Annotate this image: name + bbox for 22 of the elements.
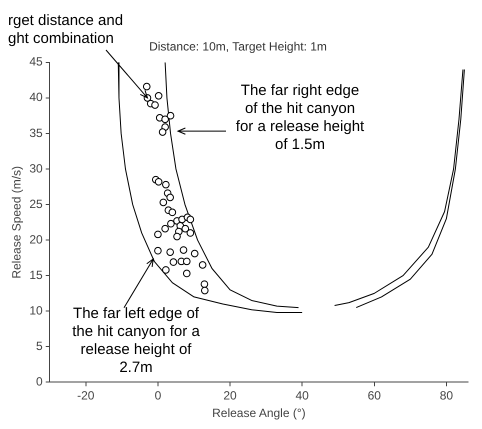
y-tick-label: 35 — [29, 126, 44, 140]
y-tick-label: 30 — [29, 161, 44, 176]
annotation: rget distance and ght combination — [8, 12, 124, 48]
y-tick-label: 20 — [29, 232, 44, 246]
x-tick-label: 0 — [154, 388, 162, 403]
x-axis-title: Release Angle (°) — [212, 406, 306, 420]
y-tick-label: 45 — [29, 54, 44, 69]
annotation: The far left edge of the hit canyon for a release height of 2.7m — [72, 305, 200, 376]
y-tick-label: 0 — [36, 374, 44, 389]
x-tick-label: 60 — [368, 388, 382, 403]
x-tick-label: 80 — [440, 388, 454, 403]
x-tick-label: 20 — [223, 388, 238, 403]
y-tick-label: 5 — [36, 338, 44, 353]
chart-title: Distance: 10m, Target Height: 1m — [149, 40, 327, 54]
x-tick-label: -20 — [77, 388, 95, 403]
x-tick-label: 40 — [295, 388, 310, 403]
y-tick-label: 10 — [29, 303, 44, 318]
y-axis-title: Release Speed (m/s) — [10, 166, 24, 279]
y-tick-label: 15 — [29, 268, 44, 282]
y-tick-label: 40 — [29, 90, 44, 104]
y-tick-label: 25 — [29, 196, 44, 211]
annotation: The far right edge of the hit canyon for a release height of 1.5m — [236, 82, 366, 154]
